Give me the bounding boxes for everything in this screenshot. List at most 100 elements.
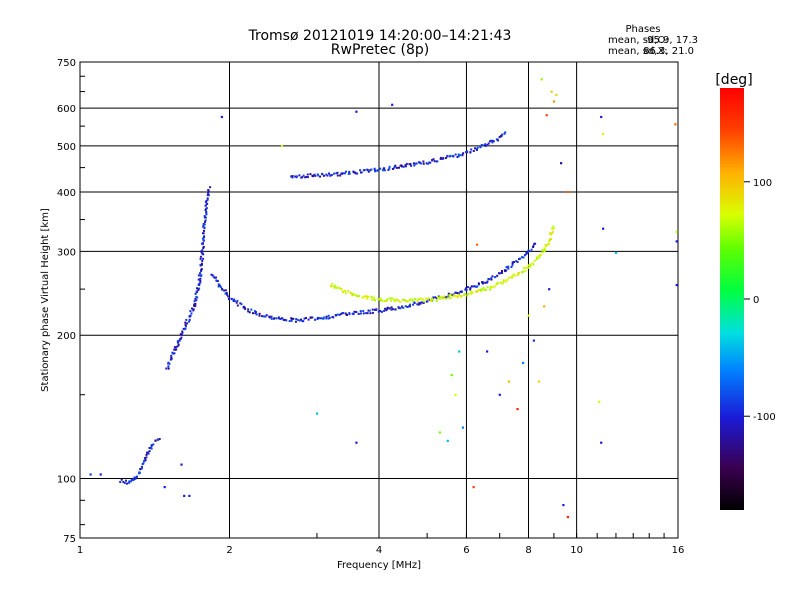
echo-point bbox=[501, 282, 504, 285]
scattered-point bbox=[538, 380, 541, 383]
echo-point bbox=[379, 299, 382, 302]
echo-point bbox=[123, 482, 126, 484]
echo-point bbox=[194, 302, 197, 305]
echo-point bbox=[503, 132, 506, 135]
echo-point bbox=[148, 447, 151, 449]
echo-point bbox=[511, 263, 514, 266]
echo-point bbox=[433, 160, 436, 163]
echo-point bbox=[199, 272, 201, 275]
echo-point bbox=[209, 186, 212, 189]
echo-point bbox=[134, 477, 137, 480]
echo-point bbox=[386, 308, 389, 311]
x-tick-label: 6 bbox=[463, 545, 469, 556]
echo-point bbox=[205, 212, 208, 215]
echo-point bbox=[213, 276, 216, 279]
echo-point bbox=[188, 320, 191, 323]
echo-point bbox=[524, 269, 527, 272]
echo-point bbox=[362, 312, 365, 315]
echo-point bbox=[419, 297, 422, 300]
y-tick-label: 500 bbox=[57, 142, 76, 153]
echo-point bbox=[490, 277, 493, 280]
echo-point bbox=[551, 231, 554, 234]
echo-point bbox=[437, 296, 440, 299]
echo-point bbox=[392, 298, 395, 301]
colorbar-tick-label: -100 bbox=[753, 412, 776, 423]
echo-point bbox=[444, 297, 447, 300]
echo-point bbox=[295, 318, 298, 321]
echo-point bbox=[196, 296, 199, 299]
echo-point bbox=[521, 256, 524, 259]
echo-point bbox=[181, 330, 184, 333]
echo-point bbox=[335, 314, 337, 317]
echo-point bbox=[277, 316, 280, 319]
echo-point bbox=[202, 223, 205, 225]
echo-point bbox=[254, 311, 257, 313]
scattered-point bbox=[355, 441, 358, 444]
echo-point bbox=[200, 262, 203, 265]
echo-point bbox=[370, 295, 373, 298]
echo-point bbox=[413, 301, 416, 304]
echo-point bbox=[409, 299, 411, 302]
echo-point bbox=[463, 293, 466, 296]
echo-point bbox=[204, 209, 207, 211]
echo-point bbox=[422, 160, 425, 163]
echo-point bbox=[470, 148, 473, 151]
echo-point bbox=[383, 309, 386, 312]
echo-point bbox=[510, 266, 513, 268]
echo-point bbox=[533, 259, 536, 262]
echo-point bbox=[215, 276, 217, 279]
echo-point bbox=[396, 298, 398, 301]
echo-point bbox=[181, 333, 183, 336]
echo-point bbox=[314, 174, 317, 177]
echo-point bbox=[373, 296, 376, 299]
echo-point bbox=[538, 256, 541, 259]
scattered-point bbox=[180, 463, 183, 466]
echo-point bbox=[456, 292, 459, 295]
echo-point bbox=[488, 140, 491, 143]
echo-point bbox=[325, 315, 328, 318]
echo-point bbox=[457, 294, 460, 296]
y-tick-label: 750 bbox=[57, 58, 76, 69]
echo-point bbox=[511, 276, 513, 279]
echo-point bbox=[316, 316, 319, 319]
echo-point bbox=[325, 173, 328, 176]
echo-point bbox=[370, 168, 373, 171]
echo-point bbox=[386, 306, 389, 309]
echo-point bbox=[195, 290, 198, 293]
echo-point bbox=[459, 154, 461, 157]
echo-point bbox=[130, 480, 132, 483]
echo-point bbox=[407, 300, 410, 303]
echo-point bbox=[244, 307, 247, 310]
echo-point bbox=[329, 174, 332, 177]
echo-point bbox=[321, 173, 324, 176]
echo-point bbox=[368, 309, 371, 312]
echo-point bbox=[217, 285, 220, 288]
y-axis-ticks: 75 100 200 300 400 500 600 750 bbox=[57, 58, 85, 545]
echo-point bbox=[446, 154, 449, 157]
echo-point bbox=[472, 285, 475, 288]
echo-point bbox=[449, 294, 452, 296]
scattered-point bbox=[355, 110, 358, 113]
scattered-point bbox=[532, 339, 535, 342]
scattered-point bbox=[163, 486, 166, 489]
y-tick-label: 300 bbox=[57, 247, 76, 258]
echo-point bbox=[383, 300, 386, 303]
echo-point bbox=[184, 323, 187, 326]
echo-point bbox=[457, 155, 460, 158]
echo-point bbox=[199, 264, 202, 266]
echo-point bbox=[470, 290, 473, 293]
echo-point bbox=[235, 301, 238, 304]
echo-point bbox=[349, 291, 352, 294]
echo-point bbox=[340, 172, 343, 175]
echo-point bbox=[186, 322, 189, 325]
echo-point bbox=[435, 297, 438, 300]
echo-point bbox=[344, 312, 347, 315]
echo-point bbox=[354, 171, 357, 174]
echo-point bbox=[200, 270, 203, 273]
echo-point bbox=[189, 310, 192, 313]
echo-point bbox=[173, 346, 176, 349]
echo-point bbox=[262, 315, 265, 318]
echo-point bbox=[447, 292, 450, 295]
echo-point bbox=[409, 303, 411, 306]
echo-point bbox=[147, 452, 150, 455]
